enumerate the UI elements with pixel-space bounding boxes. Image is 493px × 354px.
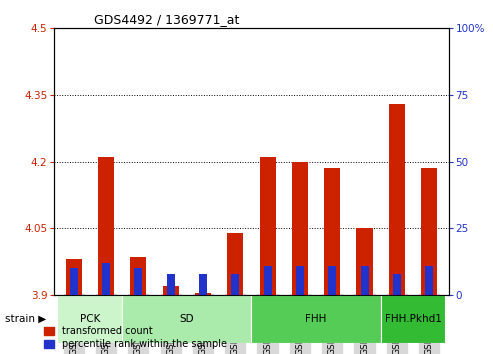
Bar bbox=[199, 274, 207, 295]
Bar bbox=[389, 104, 405, 295]
Text: SD: SD bbox=[179, 314, 194, 324]
Bar bbox=[328, 266, 336, 295]
FancyBboxPatch shape bbox=[122, 295, 251, 343]
Text: PCK: PCK bbox=[79, 314, 100, 324]
Legend: transformed count, percentile rank within the sample: transformed count, percentile rank withi… bbox=[44, 326, 227, 349]
Bar bbox=[130, 257, 146, 295]
Text: strain ▶: strain ▶ bbox=[5, 314, 46, 324]
Bar bbox=[425, 266, 433, 295]
Bar bbox=[167, 274, 175, 295]
Bar bbox=[102, 263, 110, 295]
Bar bbox=[324, 168, 340, 295]
Bar bbox=[70, 268, 78, 295]
Text: GDS4492 / 1369771_at: GDS4492 / 1369771_at bbox=[94, 13, 239, 26]
Text: FHH.Pkhd1: FHH.Pkhd1 bbox=[385, 314, 442, 324]
Bar bbox=[360, 266, 369, 295]
Bar bbox=[296, 266, 304, 295]
Bar bbox=[356, 228, 373, 295]
Bar bbox=[134, 268, 142, 295]
Bar bbox=[264, 266, 272, 295]
Bar bbox=[292, 162, 308, 295]
Bar bbox=[231, 274, 239, 295]
Text: FHH: FHH bbox=[305, 314, 327, 324]
FancyBboxPatch shape bbox=[381, 295, 445, 343]
Bar bbox=[421, 168, 437, 295]
Bar bbox=[163, 286, 178, 295]
Bar bbox=[66, 259, 82, 295]
Bar bbox=[227, 233, 244, 295]
Bar bbox=[393, 274, 401, 295]
Bar bbox=[98, 157, 114, 295]
FancyBboxPatch shape bbox=[251, 295, 381, 343]
FancyBboxPatch shape bbox=[58, 295, 122, 343]
Bar bbox=[259, 157, 276, 295]
Bar bbox=[195, 293, 211, 295]
